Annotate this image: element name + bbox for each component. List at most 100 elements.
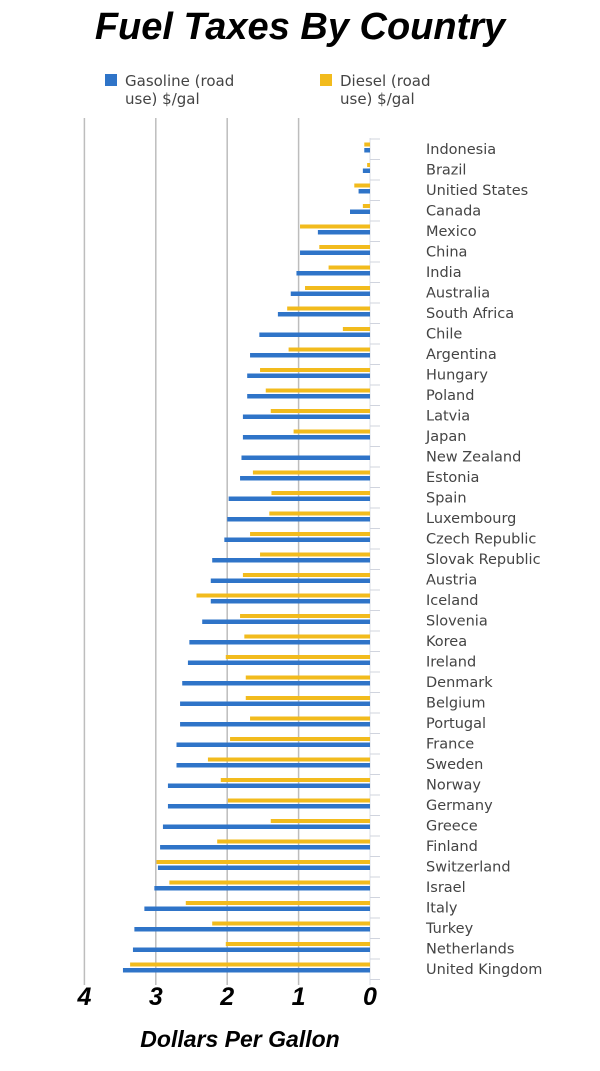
bar-diesel [169, 880, 370, 885]
bar-diesel [305, 286, 370, 290]
category-label: Indonesia [426, 142, 496, 158]
category-label: Spain [426, 491, 467, 507]
bar-gasoline [358, 189, 370, 194]
category-label: France [426, 737, 474, 753]
legend-label-gasoline: Gasoline (road use) $/gal [125, 72, 235, 108]
bar-gasoline [182, 681, 370, 686]
bar-gasoline [227, 517, 370, 522]
x-axis-label: Dollars Per Gallon [140, 1026, 340, 1052]
x-tick-label: 2 [219, 983, 234, 1011]
bar-gasoline [240, 476, 370, 481]
bar-gasoline [296, 271, 370, 276]
bar-diesel [354, 183, 370, 188]
category-label: Argentina [426, 347, 497, 363]
bar-gasoline [176, 763, 370, 768]
category-label: Canada [426, 204, 481, 220]
bar-diesel [342, 327, 370, 331]
category-label: India [426, 265, 462, 281]
bar-gasoline [202, 619, 370, 624]
category-label: Iceland [426, 593, 478, 609]
bar-gasoline [167, 783, 370, 788]
category-label: Greece [426, 819, 478, 835]
legend-item-diesel: Diesel (road use) $/gal [320, 72, 450, 108]
bar-gasoline [122, 968, 371, 973]
category-label: Brazil [426, 163, 466, 179]
category-label: Ireland [426, 655, 476, 671]
bar-gasoline [242, 414, 370, 419]
bar-gasoline [247, 394, 370, 399]
category-label: Mexico [426, 224, 477, 240]
x-tick-label: 4 [76, 983, 91, 1011]
bar-gasoline [212, 558, 370, 563]
bar-diesel [207, 757, 370, 762]
category-label: Austria [426, 573, 477, 589]
bar-diesel [250, 716, 370, 721]
legend-swatch-diesel [320, 74, 332, 86]
bar-diesel [212, 921, 370, 926]
category-label: Australia [426, 286, 490, 302]
bar-diesel [252, 470, 370, 475]
category-label: Denmark [426, 675, 493, 691]
category-label: Slovenia [426, 614, 488, 630]
bar-gasoline [176, 742, 370, 747]
category-label: Hungary [426, 368, 488, 384]
bar-diesel [270, 819, 370, 823]
bar-gasoline [210, 578, 370, 583]
bar-gasoline [241, 455, 370, 460]
bar-gasoline [134, 927, 370, 932]
bar-diesel [260, 368, 370, 372]
bar-diesel [217, 839, 370, 844]
bar-gasoline [162, 824, 370, 829]
bar-gasoline [224, 537, 370, 542]
category-label: Latvia [426, 409, 470, 425]
bar-gasoline [277, 312, 370, 317]
x-tick-label: 3 [149, 983, 163, 1011]
bar-diesel [225, 655, 370, 659]
bar-diesel [185, 901, 370, 905]
bar-gasoline [189, 640, 370, 645]
bar-diesel [240, 614, 370, 618]
category-label: New Zealand [426, 450, 521, 466]
bar-diesel [319, 245, 370, 249]
bar-diesel [245, 696, 370, 700]
bar-gasoline [132, 947, 370, 952]
bar-gasoline [157, 865, 370, 870]
bar-diesel [367, 163, 370, 167]
bar-diesel [220, 778, 370, 782]
category-label: Poland [426, 388, 474, 404]
bar-gasoline [250, 353, 370, 358]
bar-gasoline [210, 599, 370, 604]
bar-gasoline [180, 701, 370, 706]
bar-diesel [300, 224, 370, 229]
bar-diesel [364, 142, 370, 147]
bar-diesel [242, 573, 370, 577]
bar-gasoline [242, 435, 370, 440]
bar-gasoline [144, 906, 370, 911]
bar-gasoline [154, 886, 370, 891]
category-label: Luxembourg [426, 511, 516, 527]
category-label: Chile [426, 327, 462, 343]
category-label: Estonia [426, 470, 479, 486]
bar-gasoline [300, 250, 370, 255]
category-label: Japan [425, 429, 466, 445]
bar-gasoline [228, 496, 370, 501]
category-label: Czech Republic [426, 532, 536, 548]
chart-title: Fuel Taxes By Country [94, 6, 506, 48]
x-tick-label: 1 [292, 983, 306, 1011]
bar-diesel [225, 942, 370, 946]
category-label: Switzerland [426, 860, 511, 876]
bar-diesel [156, 860, 370, 864]
bar-diesel [230, 737, 370, 741]
bar-gasoline [180, 722, 370, 727]
bar-gasoline [160, 845, 370, 850]
bar-diesel [271, 491, 370, 495]
bar-diesel [260, 552, 370, 557]
bar-gasoline [290, 291, 370, 296]
bar-diesel [245, 675, 370, 680]
bar-gasoline [362, 168, 370, 173]
category-label: Turkey [425, 921, 474, 937]
bar-gasoline [247, 373, 370, 378]
bar-diesel [130, 962, 370, 967]
bar-gasoline [187, 660, 370, 665]
